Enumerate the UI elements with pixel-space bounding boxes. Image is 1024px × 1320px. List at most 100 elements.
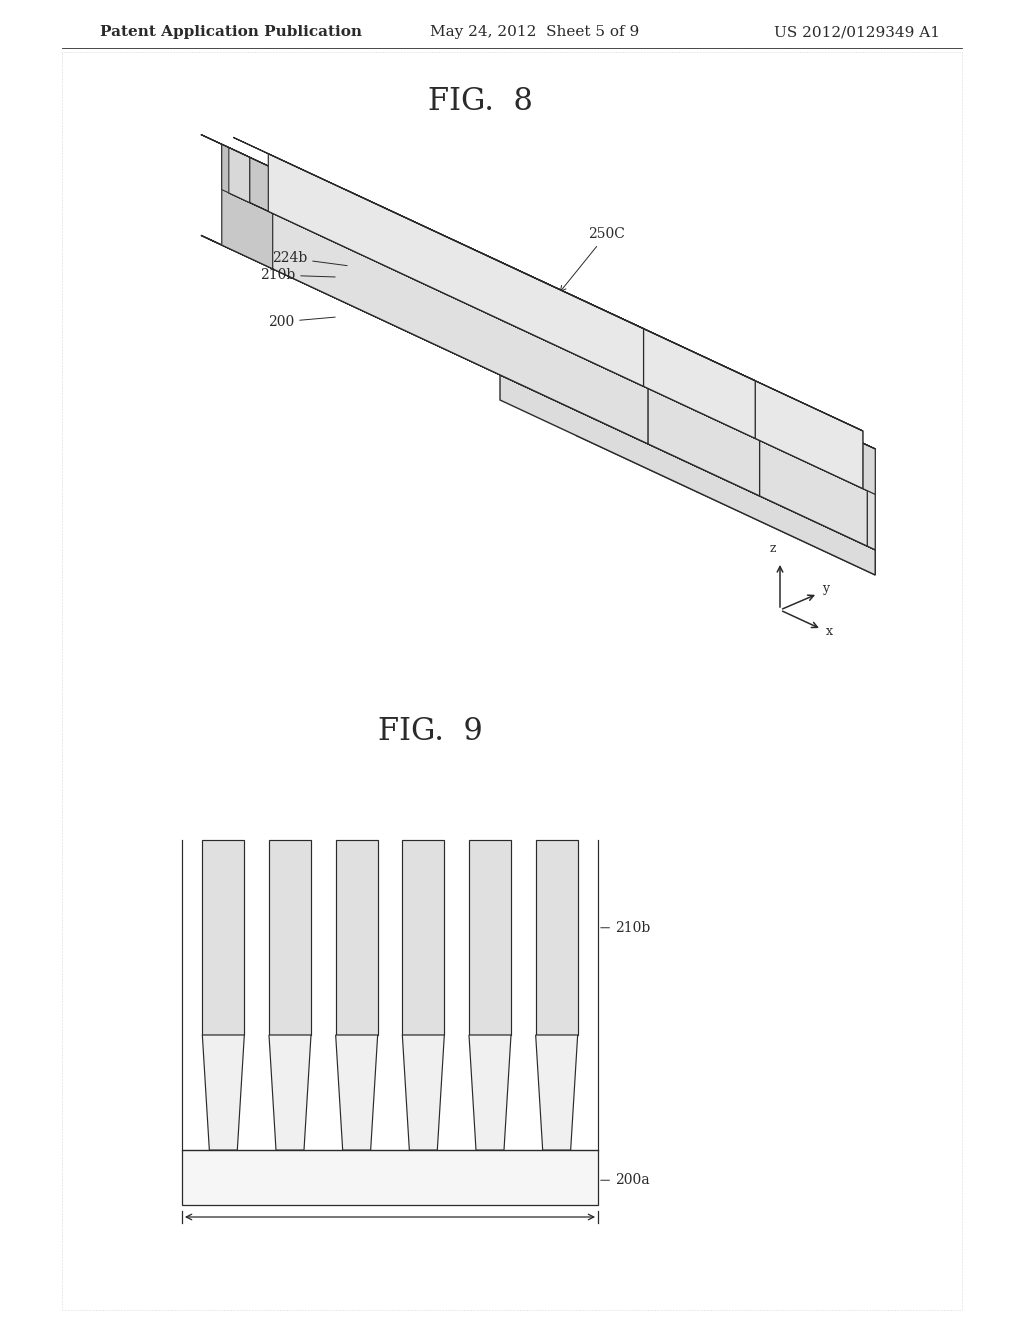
Polygon shape [758,395,786,408]
Polygon shape [450,251,539,292]
Polygon shape [589,315,609,426]
Polygon shape [384,265,760,496]
Polygon shape [500,375,876,576]
Polygon shape [471,260,539,338]
Bar [336,840,378,1035]
Polygon shape [650,345,735,384]
Polygon shape [317,189,338,244]
Polygon shape [384,220,469,260]
Text: Patent Application Publication: Patent Application Publication [100,25,362,40]
Polygon shape [406,230,427,285]
Polygon shape [201,235,876,549]
Polygon shape [449,296,867,491]
Text: 200a: 200a [601,1173,649,1187]
Polygon shape [867,445,876,494]
Polygon shape [429,242,450,296]
Text: 210b: 210b [601,921,650,935]
Polygon shape [627,333,716,375]
Text: FIG.  9: FIG. 9 [378,717,482,747]
Polygon shape [606,323,627,379]
Polygon shape [766,397,786,453]
Polygon shape [228,148,250,203]
Polygon shape [222,144,521,384]
Polygon shape [272,214,648,444]
Polygon shape [608,313,643,387]
Polygon shape [203,1035,245,1150]
Polygon shape [492,315,867,546]
Polygon shape [487,256,863,488]
Polygon shape [539,292,627,333]
Bar [402,840,444,1035]
Polygon shape [716,420,760,496]
Polygon shape [714,374,735,429]
Polygon shape [406,230,469,305]
Text: May 24, 2012  Sheet 5 of 9: May 24, 2012 Sheet 5 of 9 [430,25,639,40]
Bar [536,840,578,1035]
Text: y: y [822,582,829,595]
Polygon shape [449,249,469,305]
Polygon shape [345,190,755,380]
Text: 250C: 250C [560,227,625,292]
Polygon shape [670,352,698,367]
Polygon shape [361,210,450,251]
Polygon shape [290,176,609,325]
Polygon shape [778,404,786,453]
Polygon shape [201,135,250,157]
Polygon shape [453,240,863,430]
Polygon shape [589,315,609,371]
Bar [469,840,511,1035]
Polygon shape [494,271,558,346]
Polygon shape [513,280,521,329]
Polygon shape [537,292,558,346]
Polygon shape [823,470,867,546]
Polygon shape [648,343,716,420]
Bar [182,1150,598,1205]
Polygon shape [581,312,609,325]
Text: z: z [770,543,776,554]
Polygon shape [677,356,698,412]
Polygon shape [469,1035,511,1150]
Polygon shape [671,354,735,429]
Polygon shape [577,309,604,368]
Polygon shape [228,193,648,388]
Polygon shape [290,176,338,198]
Polygon shape [561,302,646,342]
Polygon shape [738,385,823,425]
Text: 200: 200 [268,315,335,329]
Polygon shape [626,333,646,388]
Text: 210b: 210b [260,268,335,282]
Polygon shape [492,271,521,284]
Polygon shape [766,397,786,508]
Text: 224b: 224b [272,251,347,265]
Polygon shape [201,135,521,284]
Polygon shape [399,227,698,467]
Polygon shape [467,259,786,408]
Polygon shape [467,259,515,281]
Polygon shape [720,364,755,438]
Polygon shape [336,1035,378,1150]
Polygon shape [473,261,558,301]
Polygon shape [577,309,876,549]
Polygon shape [233,137,643,329]
Polygon shape [378,218,698,367]
Polygon shape [584,313,604,368]
Polygon shape [272,168,361,210]
Text: US 2012/0129349 A1: US 2012/0129349 A1 [774,25,940,40]
Polygon shape [604,368,648,444]
Polygon shape [500,275,521,384]
Polygon shape [269,1035,311,1150]
Polygon shape [380,206,755,438]
Polygon shape [577,411,876,576]
Polygon shape [341,246,760,441]
Polygon shape [583,313,646,388]
Polygon shape [222,144,250,203]
Polygon shape [382,219,450,296]
Polygon shape [854,440,876,549]
Polygon shape [268,153,643,387]
Polygon shape [803,414,823,470]
Polygon shape [854,440,876,494]
Polygon shape [559,302,627,379]
Polygon shape [402,1035,444,1150]
Polygon shape [310,186,609,426]
Polygon shape [495,272,515,326]
